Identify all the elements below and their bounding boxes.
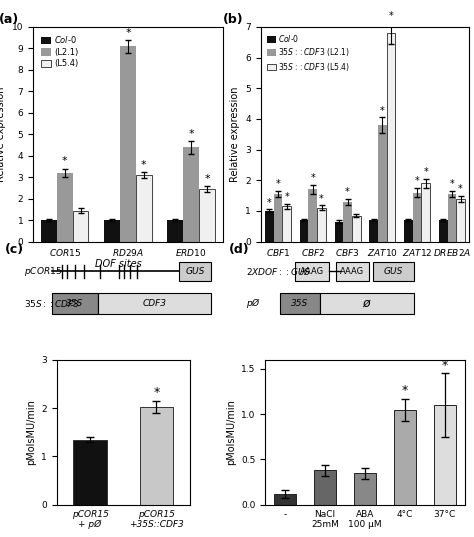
- Text: *: *: [62, 156, 68, 166]
- Bar: [335, 222, 343, 242]
- Text: (c): (c): [5, 243, 24, 256]
- Bar: [404, 220, 413, 242]
- Text: *: *: [423, 167, 428, 177]
- Bar: [352, 215, 361, 242]
- Text: *: *: [441, 359, 448, 372]
- Text: *: *: [141, 159, 146, 170]
- Text: *: *: [345, 187, 350, 197]
- Bar: [140, 407, 173, 505]
- FancyBboxPatch shape: [295, 263, 329, 280]
- Bar: [73, 211, 89, 242]
- Bar: [317, 208, 326, 242]
- Legend: $\mathit{Col}$-$\mathit{0}$, (L2.1), (L5.4): $\mathit{Col}$-$\mathit{0}$, (L2.1), (L5…: [37, 31, 82, 71]
- Text: *: *: [204, 173, 210, 184]
- Bar: [265, 211, 274, 242]
- Text: *: *: [276, 179, 281, 190]
- Bar: [183, 147, 199, 242]
- FancyBboxPatch shape: [320, 293, 413, 314]
- Y-axis label: pMolsMU/min: pMolsMU/min: [26, 400, 36, 465]
- FancyBboxPatch shape: [280, 293, 320, 314]
- Text: *: *: [284, 192, 289, 202]
- Bar: [456, 199, 465, 242]
- Legend: $\mathit{Col}$-$\mathit{0}$, $\mathit{35S::CDF3}$ (L2.1), $\mathit{35S::CDF3}$ (: $\mathit{Col}$-$\mathit{0}$, $\mathit{35…: [264, 31, 353, 75]
- Text: *: *: [449, 179, 454, 190]
- Bar: [104, 220, 120, 242]
- Text: (b): (b): [223, 12, 244, 26]
- Text: CDF3: CDF3: [143, 299, 166, 308]
- Bar: [387, 33, 395, 242]
- Text: *: *: [267, 198, 272, 208]
- FancyBboxPatch shape: [374, 263, 413, 280]
- Bar: [369, 220, 378, 242]
- Text: (d): (d): [228, 243, 249, 256]
- Bar: [274, 194, 283, 242]
- Text: *: *: [415, 177, 419, 186]
- Y-axis label: Relative expression: Relative expression: [0, 86, 7, 182]
- FancyBboxPatch shape: [336, 263, 369, 280]
- Text: (a): (a): [0, 12, 19, 26]
- Bar: [283, 206, 291, 242]
- Bar: [167, 220, 183, 242]
- Text: AAAG: AAAG: [340, 267, 365, 276]
- Bar: [300, 220, 309, 242]
- Text: *: *: [153, 386, 160, 399]
- Bar: [413, 193, 421, 242]
- Text: GUS: GUS: [384, 267, 403, 276]
- Y-axis label: pMolsMU/min: pMolsMU/min: [226, 400, 236, 465]
- Y-axis label: Relative expression: Relative expression: [230, 86, 240, 182]
- Text: $\mathit{\o}$: $\mathit{\o}$: [362, 297, 372, 310]
- Bar: [354, 473, 376, 505]
- Text: $\mathit{p\O}$: $\mathit{p\O}$: [246, 296, 262, 310]
- Bar: [439, 220, 447, 242]
- Text: $\mathit{2XDOF::GUS}$: $\mathit{2XDOF::GUS}$: [246, 266, 311, 277]
- Bar: [447, 194, 456, 242]
- Text: 35S: 35S: [66, 299, 83, 308]
- FancyBboxPatch shape: [98, 293, 211, 314]
- Text: *: *: [310, 173, 315, 183]
- FancyBboxPatch shape: [179, 263, 211, 280]
- Bar: [343, 202, 352, 242]
- Bar: [136, 175, 152, 242]
- Text: *: *: [380, 106, 385, 116]
- Bar: [378, 125, 387, 242]
- Text: *: *: [188, 128, 194, 139]
- Text: *: *: [125, 27, 131, 38]
- Bar: [199, 189, 215, 242]
- Bar: [41, 220, 57, 242]
- Text: AAAG: AAAG: [300, 267, 324, 276]
- Bar: [434, 405, 456, 505]
- FancyBboxPatch shape: [52, 293, 98, 314]
- Text: $\mathit{pCOR15}$: $\mathit{pCOR15}$: [24, 265, 62, 278]
- Text: $\mathit{35S::CDF3}$: $\mathit{35S::CDF3}$: [24, 298, 79, 309]
- Text: *: *: [458, 184, 463, 194]
- Text: DOF sites: DOF sites: [95, 259, 142, 269]
- Bar: [314, 470, 336, 505]
- Text: *: *: [389, 11, 393, 21]
- Bar: [421, 183, 430, 242]
- Text: *: *: [319, 194, 324, 204]
- Text: *: *: [401, 384, 408, 397]
- Bar: [274, 494, 296, 505]
- Text: GUS: GUS: [186, 267, 205, 276]
- Bar: [73, 439, 107, 505]
- Bar: [120, 46, 136, 242]
- Bar: [57, 173, 73, 242]
- Bar: [309, 190, 317, 242]
- Text: 35S: 35S: [292, 299, 309, 308]
- Bar: [394, 410, 416, 505]
